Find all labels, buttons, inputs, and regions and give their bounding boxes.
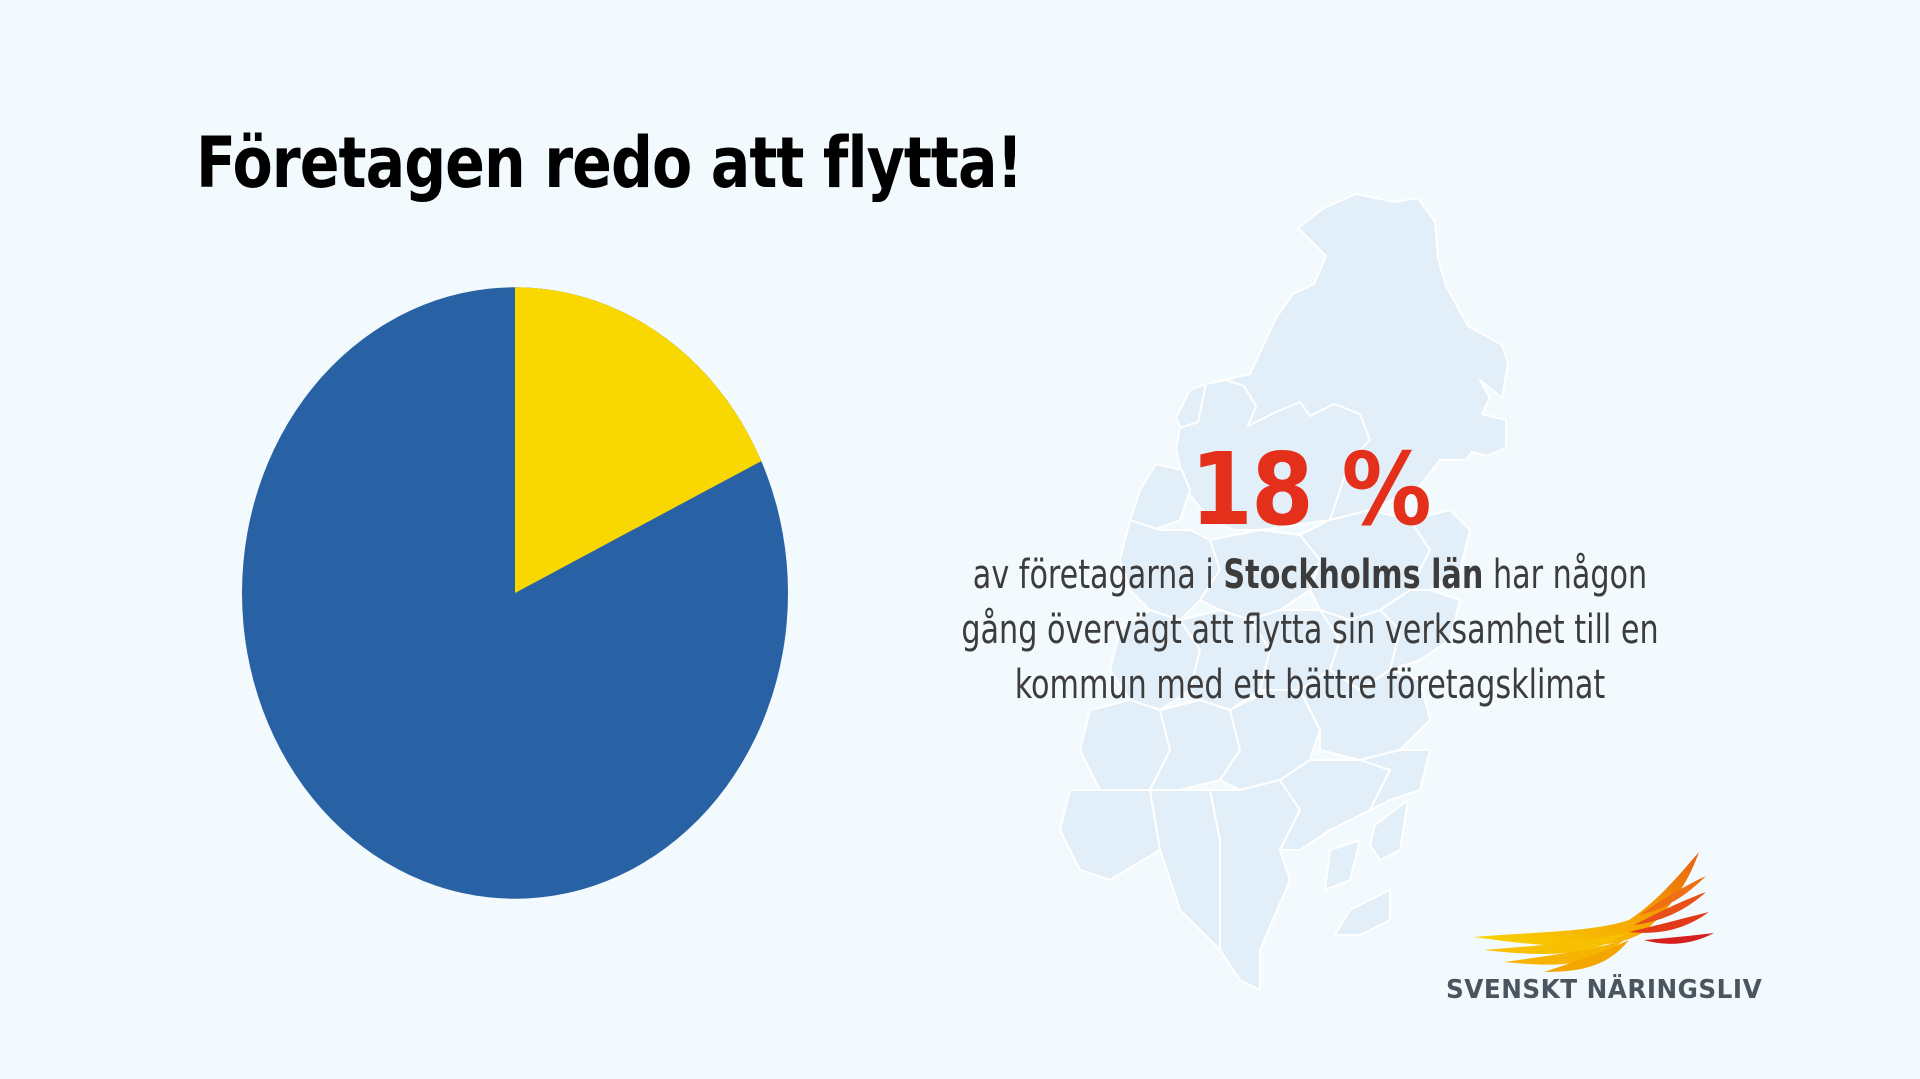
stat-desc-text-rest: har någon gång övervägt att flytta sin v… <box>961 552 1659 708</box>
stat-description: av företagarna i Stockholms län har någo… <box>932 548 1688 713</box>
stat-block: 18 % av företagarna i Stockholms län har… <box>860 440 1760 713</box>
pie-slice-highlight <box>515 287 762 593</box>
pie-chart <box>242 287 788 899</box>
page-title: Företagen redo att flytta! <box>196 122 1023 204</box>
stockholm-county-map-icon <box>1059 193 1509 990</box>
stat-desc-region: Stockholms län <box>1223 552 1484 598</box>
stat-value: 18 % <box>1190 431 1431 548</box>
stat-desc-text: av företagarna i <box>972 552 1224 598</box>
logo-text: SVENSKT NÄRINGSLIV <box>1446 975 1763 1005</box>
bird-wing-logo-icon <box>1474 852 1714 972</box>
